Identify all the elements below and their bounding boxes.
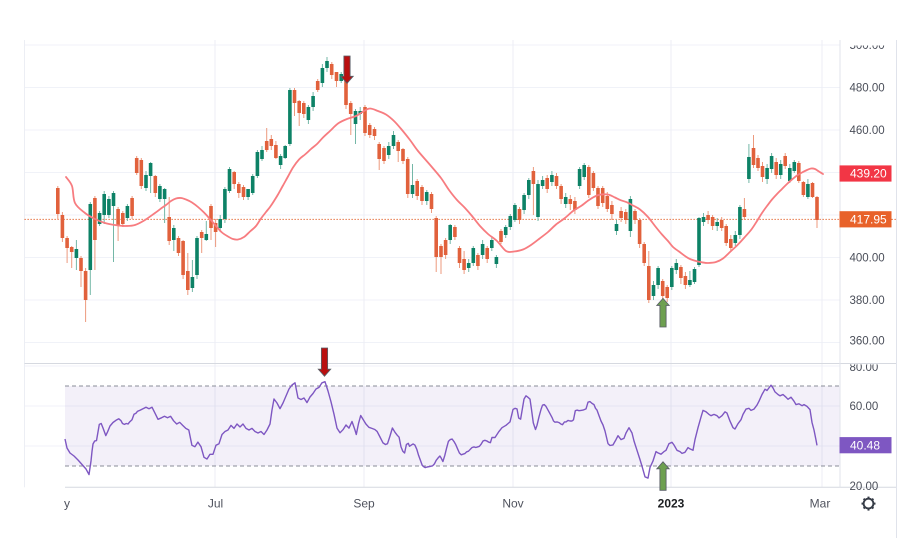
- svg-text:460.00: 460.00: [850, 125, 885, 137]
- svg-text:400.00: 400.00: [850, 253, 885, 265]
- svg-text:y: y: [64, 497, 70, 511]
- svg-text:Jul: Jul: [208, 497, 223, 511]
- svg-text:480.00: 480.00: [850, 83, 885, 95]
- svg-text:Nov: Nov: [502, 497, 523, 511]
- svg-text:439.20: 439.20: [850, 167, 887, 181]
- svg-text:80.00: 80.00: [850, 362, 879, 374]
- svg-text:Mar: Mar: [810, 497, 831, 511]
- svg-text:380.00: 380.00: [850, 295, 885, 307]
- svg-text:500.00: 500.00: [850, 40, 885, 52]
- svg-text:20.00: 20.00: [850, 481, 879, 493]
- svg-text:2023: 2023: [658, 497, 685, 511]
- svg-text:360.00: 360.00: [850, 335, 885, 347]
- svg-text:40.48: 40.48: [850, 438, 880, 452]
- svg-text:60.00: 60.00: [850, 401, 879, 413]
- svg-text:Sep: Sep: [353, 497, 375, 511]
- svg-text:417.95: 417.95: [850, 213, 887, 227]
